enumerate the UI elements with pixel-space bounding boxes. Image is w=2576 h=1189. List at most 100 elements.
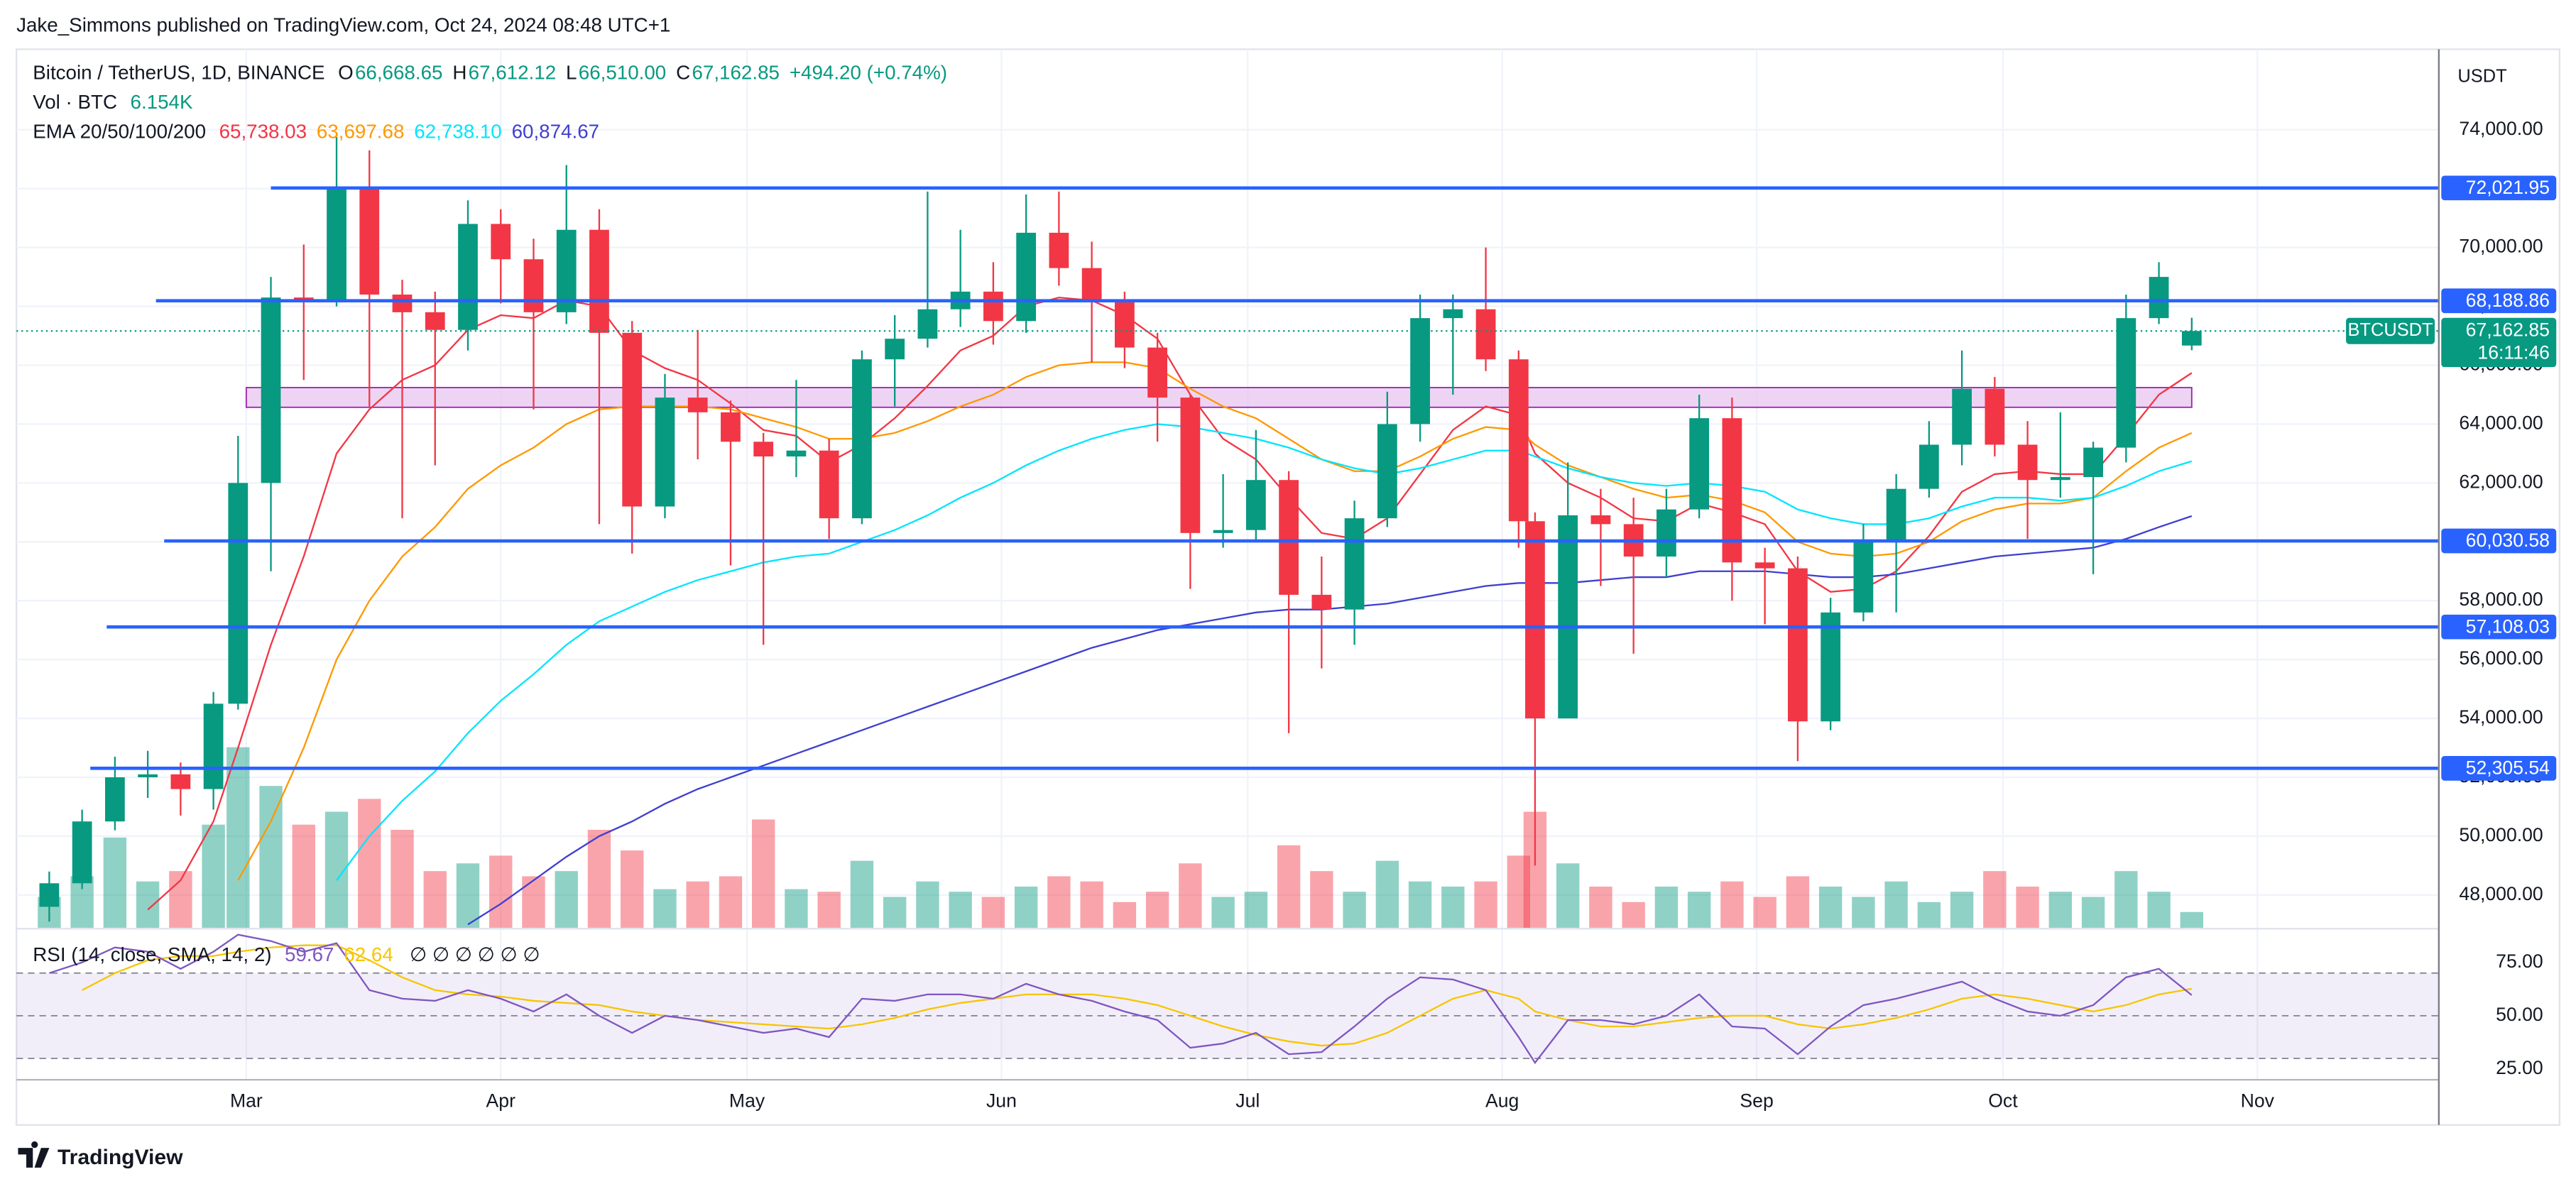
candle-body [72,821,92,884]
volume-bar [981,897,1005,928]
candle-body [1853,542,1874,613]
candle-body [852,359,872,519]
candle-body [655,398,675,507]
candle-body [203,703,224,789]
x-tick-label: Sep [1740,1090,1773,1111]
volume-bar [916,881,939,928]
candle-body [458,224,478,330]
volume-bar [883,897,907,928]
volume-bar [1786,876,1810,928]
candle-body [1657,509,1676,557]
level-label: 60,030.58 [2466,530,2550,551]
x-tick-label: Apr [486,1090,516,1111]
level-label: 68,188.86 [2466,290,2550,311]
y-tick-label: 56,000.00 [2459,647,2543,669]
candle-body [1985,388,2005,445]
volume-bar [103,837,127,928]
volume-bar [1211,897,1235,928]
rsi-tick-label: 75.00 [2496,950,2543,972]
legend-text: 62,738.10 [414,121,501,143]
candle-body [1590,515,1611,525]
volume-bar [391,829,414,928]
candle-body [1558,515,1578,719]
volume-bar [423,871,447,928]
volume-bar [785,889,808,928]
volume-bar [1556,863,1580,928]
x-tick-label: Aug [1485,1090,1519,1111]
candle-body [1114,300,1135,348]
candle-body [1443,309,1463,319]
volume-bar [1720,881,1744,928]
legend-text: 63,697.68 [317,121,404,143]
candle-body [983,291,1003,322]
candle-body [1754,562,1775,569]
volume-bar [1277,845,1301,928]
logo-text: TradingView [58,1146,183,1169]
candle-body [1689,418,1710,510]
volume-bar [621,850,644,928]
ema-line [336,423,2193,881]
volume-bar [259,786,283,928]
volume-bar [1080,881,1103,928]
level-tag [2441,614,2557,640]
volume-bar [850,860,874,928]
volume-bar [292,824,315,928]
y-tick-label: 48,000.00 [2459,883,2543,904]
volume-bar [1654,886,1679,928]
tradingview-logo: TradingView [18,1141,183,1169]
candle-body [2181,331,2202,346]
volume-bar [751,819,775,928]
volume-bar [1852,897,1875,928]
x-tick-label: May [729,1090,765,1111]
volume-bar [719,876,743,928]
rsi-line [82,944,2193,1047]
legend-text: 67,612.12 [469,61,556,83]
volume-bar [489,855,513,928]
volume-bar [2114,871,2138,928]
volume-bar [1917,902,1941,928]
volume-bar [949,892,972,928]
candle-body [523,259,544,312]
legend-text: 60,874.67 [512,121,599,143]
candle-body [786,450,807,457]
legend-text: +494.20 (+0.74%) [790,61,947,83]
candle-body [556,229,577,312]
candle-body [104,777,125,822]
legend-text: 62.64 [344,943,393,965]
volume-bar [2048,892,2073,928]
volume-bar [202,824,225,928]
level-label: 52,305.54 [2466,757,2550,779]
candle-body [228,483,249,704]
legend-text: Bitcoin / TetherUS, 1D, BINANCE [33,61,324,83]
x-tick-label: Jul [1235,1090,1260,1111]
volume-bar [817,892,841,928]
volume-bar [1179,863,1202,928]
volume-bar [1474,881,1497,928]
volume-bar [1884,881,1908,928]
candle-body [1377,424,1397,519]
volume-bar [653,889,677,928]
candle-body [1279,480,1299,595]
volume-bar [686,881,709,928]
legend-text: C [676,61,690,83]
legend: Bitcoin / TetherUS, 1D, BINANCE O 66,668.6… [33,61,947,965]
symbol-tag [2346,317,2435,344]
x-tick-label: Nov [2241,1090,2275,1111]
volume-bar [1622,902,1645,928]
candle-body [885,339,905,360]
volume-bar [1818,886,1843,928]
candle-body [170,774,191,789]
candle-body [1821,612,1841,722]
candle-body [753,442,774,457]
x-tick-label: Jun [986,1090,1017,1111]
rsi-tick-label: 50.00 [2496,1004,2543,1025]
candle-body [1722,418,1742,563]
volume-bar [227,747,250,928]
legend-text: 66,510.00 [579,61,666,83]
volume-bar [1507,855,1531,928]
candle-body [1525,521,1545,719]
volume-bar [2147,892,2171,928]
volume-bar [1687,892,1711,928]
candle-body [917,309,938,339]
